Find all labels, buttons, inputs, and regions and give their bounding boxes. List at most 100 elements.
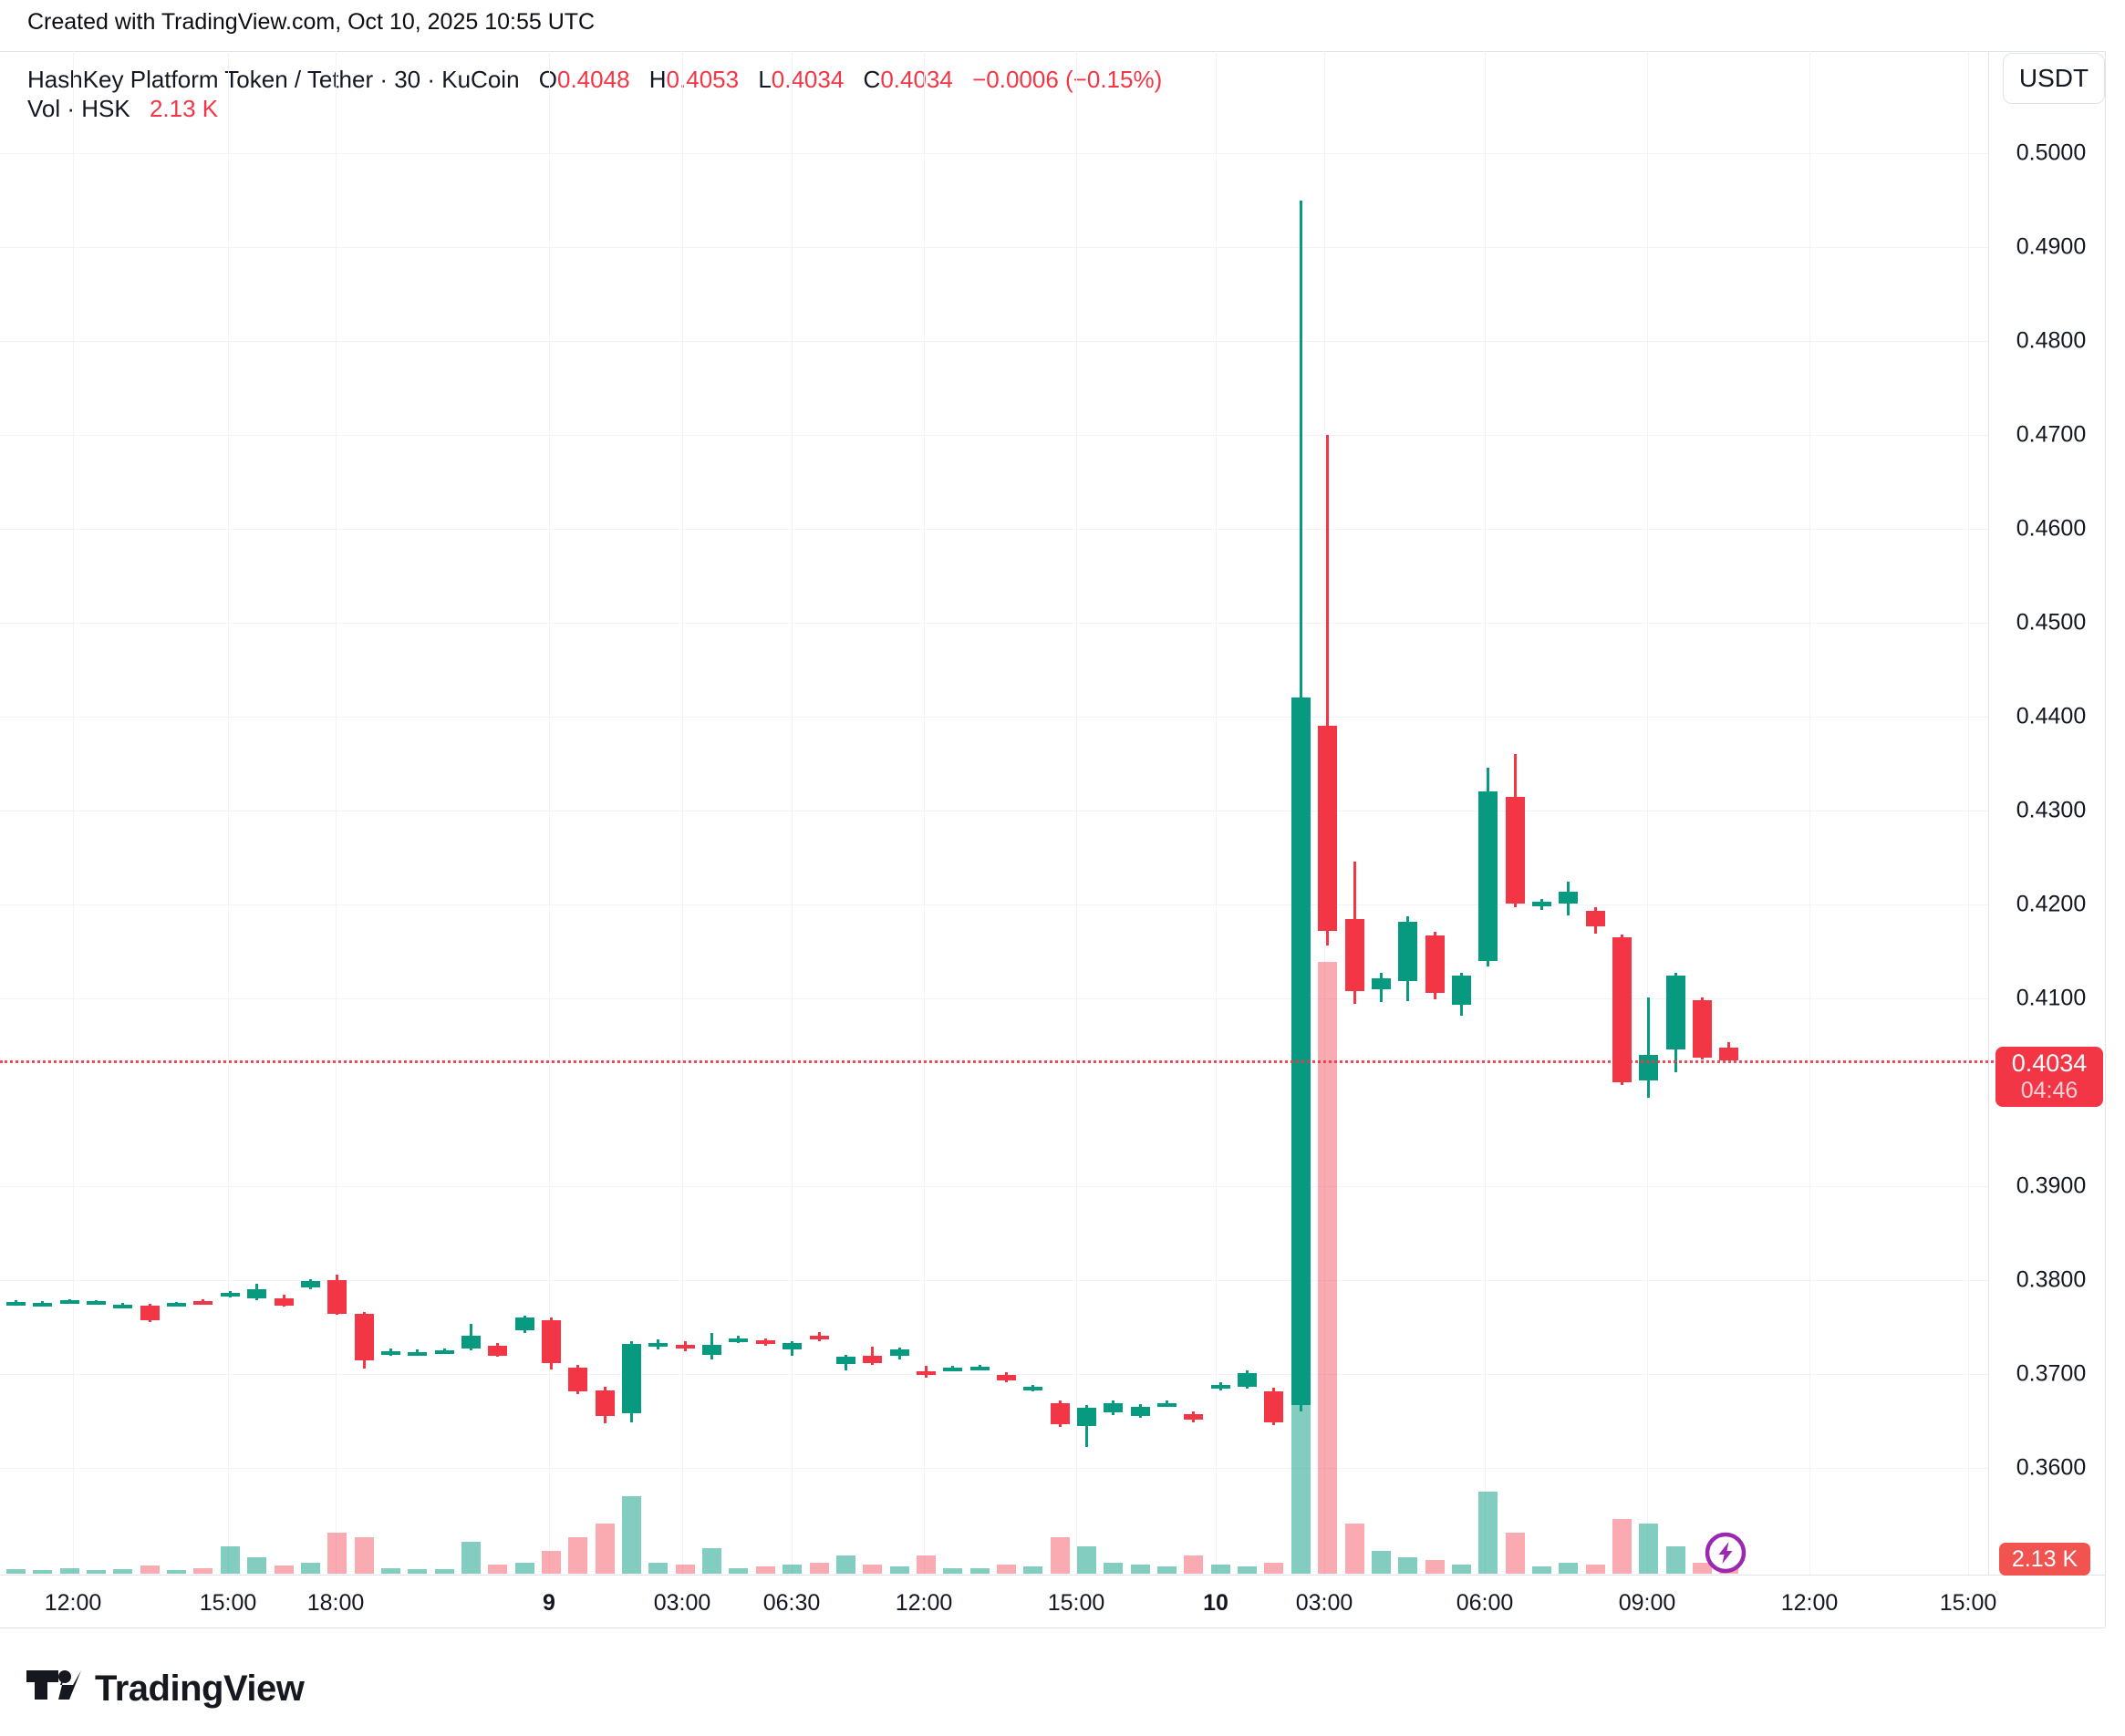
- candle-body[interactable]: [596, 1390, 615, 1416]
- candle-body[interactable]: [1372, 978, 1391, 989]
- candle-body[interactable]: [943, 1368, 962, 1371]
- candle-body[interactable]: [542, 1320, 561, 1363]
- volume-bar[interactable]: [810, 1563, 829, 1574]
- volume-bar[interactable]: [997, 1565, 1016, 1574]
- candle-body[interactable]: [1639, 1055, 1658, 1080]
- volume-bar[interactable]: [113, 1569, 132, 1574]
- volume-bar[interactable]: [1211, 1565, 1230, 1574]
- candle-body[interactable]: [381, 1351, 400, 1355]
- candle-body[interactable]: [140, 1306, 160, 1320]
- volume-bar[interactable]: [221, 1546, 240, 1574]
- volume-bar[interactable]: [327, 1533, 347, 1574]
- volume-bar[interactable]: [1478, 1492, 1498, 1574]
- volume-bar[interactable]: [60, 1568, 79, 1574]
- candle-body[interactable]: [863, 1356, 882, 1363]
- volume-bar[interactable]: [355, 1537, 374, 1574]
- candle-body[interactable]: [890, 1349, 909, 1356]
- volume-legend[interactable]: Vol · HSK 2.13 K: [27, 95, 218, 123]
- volume-bar[interactable]: [1238, 1566, 1257, 1574]
- symbol-legend[interactable]: HashKey Platform Token / Tether · 30 · K…: [27, 66, 1162, 94]
- candle-body[interactable]: [435, 1350, 454, 1354]
- candle-body[interactable]: [997, 1375, 1016, 1380]
- volume-bar[interactable]: [1157, 1566, 1177, 1574]
- volume-bar[interactable]: [1693, 1563, 1712, 1574]
- candle-body[interactable]: [1131, 1407, 1150, 1416]
- volume-bar[interactable]: [6, 1569, 26, 1574]
- candle-body[interactable]: [702, 1345, 721, 1355]
- currency-toggle-button[interactable]: USDT: [2003, 53, 2105, 104]
- volume-bar[interactable]: [1104, 1563, 1123, 1574]
- volume-bar[interactable]: [648, 1563, 668, 1574]
- candle-body[interactable]: [1612, 937, 1632, 1082]
- candle-body[interactable]: [221, 1293, 240, 1297]
- candle-body[interactable]: [1425, 935, 1445, 993]
- volume-bar[interactable]: [1666, 1546, 1685, 1574]
- volume-bar[interactable]: [1398, 1557, 1417, 1574]
- volume-bar[interactable]: [943, 1568, 962, 1574]
- volume-bar[interactable]: [193, 1568, 212, 1574]
- candle-body[interactable]: [648, 1343, 668, 1347]
- candle-body[interactable]: [1478, 791, 1498, 961]
- volume-bar[interactable]: [140, 1566, 160, 1574]
- candle-body[interactable]: [6, 1302, 26, 1306]
- candle-body[interactable]: [488, 1346, 507, 1356]
- volume-bar[interactable]: [1532, 1566, 1551, 1574]
- volume-bar[interactable]: [408, 1569, 427, 1574]
- candle-body[interactable]: [729, 1338, 748, 1342]
- volume-bar[interactable]: [970, 1568, 990, 1574]
- volume-bar[interactable]: [461, 1542, 481, 1574]
- candle-body[interactable]: [355, 1314, 374, 1360]
- candle-body[interactable]: [113, 1305, 132, 1308]
- candle-body[interactable]: [1023, 1387, 1042, 1390]
- volume-bar[interactable]: [676, 1565, 695, 1574]
- volume-bar[interactable]: [622, 1496, 641, 1574]
- candle-body[interactable]: [1532, 902, 1551, 906]
- boost-lightning-icon[interactable]: [1705, 1532, 1747, 1574]
- candle-body[interactable]: [1211, 1385, 1230, 1389]
- volume-bar[interactable]: [1372, 1551, 1391, 1574]
- volume-bar[interactable]: [488, 1565, 507, 1574]
- candle-body[interactable]: [1051, 1403, 1070, 1424]
- candle-body[interactable]: [275, 1298, 294, 1306]
- volume-bar[interactable]: [515, 1563, 534, 1574]
- volume-bar[interactable]: [1131, 1565, 1150, 1574]
- candle-body[interactable]: [1157, 1403, 1177, 1407]
- candle-body[interactable]: [60, 1300, 79, 1304]
- volume-bar[interactable]: [1506, 1533, 1525, 1574]
- volume-bar[interactable]: [890, 1566, 909, 1574]
- volume-bar[interactable]: [87, 1570, 106, 1574]
- candle-body[interactable]: [783, 1343, 802, 1349]
- volume-bar[interactable]: [836, 1555, 855, 1574]
- volume-bar[interactable]: [1639, 1524, 1658, 1574]
- volume-bar[interactable]: [1264, 1563, 1283, 1574]
- candle-body[interactable]: [1345, 919, 1364, 991]
- candle-body[interactable]: [1104, 1403, 1123, 1412]
- volume-bar[interactable]: [1612, 1519, 1632, 1574]
- candle-body[interactable]: [1318, 726, 1337, 931]
- candle-body[interactable]: [970, 1367, 990, 1370]
- candle-body[interactable]: [1693, 1000, 1712, 1058]
- candle-body[interactable]: [1506, 797, 1525, 904]
- candle-body[interactable]: [33, 1303, 52, 1307]
- candle-body[interactable]: [1666, 976, 1685, 1049]
- volume-bar[interactable]: [381, 1568, 400, 1574]
- volume-bar[interactable]: [568, 1537, 587, 1574]
- candle-body[interactable]: [167, 1303, 186, 1307]
- volume-bar[interactable]: [1318, 962, 1337, 1574]
- volume-bar[interactable]: [917, 1555, 936, 1574]
- volume-bar[interactable]: [596, 1524, 615, 1574]
- volume-bar[interactable]: [729, 1568, 748, 1574]
- candle-body[interactable]: [917, 1371, 936, 1375]
- volume-bar[interactable]: [783, 1565, 802, 1574]
- volume-bar[interactable]: [1184, 1555, 1203, 1574]
- candle-body[interactable]: [301, 1281, 320, 1287]
- candle-body[interactable]: [676, 1345, 695, 1348]
- candle-body[interactable]: [1559, 892, 1578, 904]
- volume-bar[interactable]: [1452, 1565, 1471, 1574]
- volume-bar[interactable]: [1051, 1537, 1070, 1574]
- volume-bar[interactable]: [1345, 1524, 1364, 1574]
- candle-body[interactable]: [327, 1280, 347, 1314]
- candle-body[interactable]: [1398, 922, 1417, 981]
- volume-bar[interactable]: [756, 1566, 775, 1574]
- volume-bar[interactable]: [1023, 1566, 1042, 1574]
